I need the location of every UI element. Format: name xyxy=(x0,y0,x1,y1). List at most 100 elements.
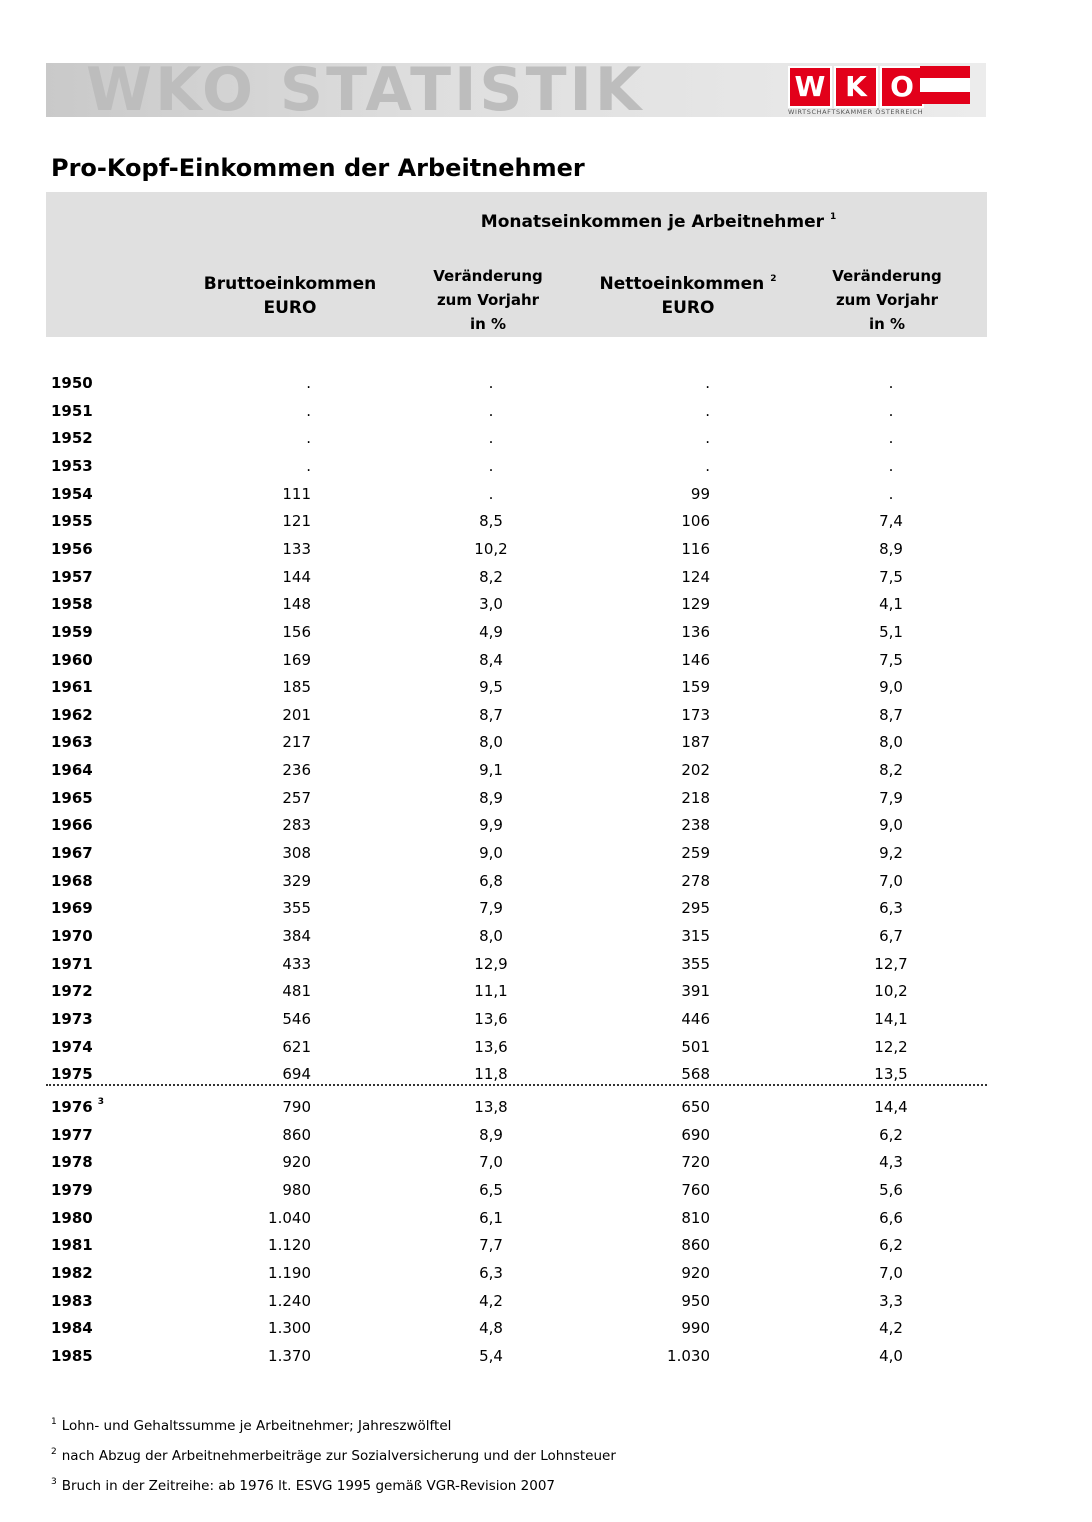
cell-netto-change: 7,9 xyxy=(879,788,903,807)
table-row: 1981 1.120 7,7 860 6,2 xyxy=(46,1232,987,1259)
row-year-label: 1974 xyxy=(51,1037,93,1056)
cell-netto: 295 xyxy=(681,899,710,918)
row-year-label: 1950 xyxy=(51,374,93,392)
cell-brutto-change: 9,0 xyxy=(479,844,503,863)
cell-netto-change: 5,1 xyxy=(879,622,903,641)
logo-letter-o: O xyxy=(880,66,924,108)
cell-brutto-change: 6,5 xyxy=(479,1180,503,1199)
row-year-label: 1983 xyxy=(51,1291,93,1310)
cell-brutto: 1.190 xyxy=(268,1263,311,1282)
cell-netto-change: 4,3 xyxy=(879,1153,903,1172)
cell-netto: 173 xyxy=(681,705,710,724)
table-row: 1951.... xyxy=(46,398,987,425)
table-row: 1950.... xyxy=(46,370,987,397)
row-year: 1962 xyxy=(51,702,93,729)
column-header-brutto-line1: Bruttoeinkommen xyxy=(203,274,377,294)
cell-netto-change: 6,7 xyxy=(879,927,903,945)
cell-netto-change: 7,0 xyxy=(879,871,903,890)
column-header-line: in % xyxy=(868,315,906,333)
row-year-label: 1973 xyxy=(51,1009,93,1028)
column-header-netto-change: Veränderung zum Vorjahr in % xyxy=(827,264,947,336)
row-year: 1963 xyxy=(51,729,93,756)
row-year: 1974 xyxy=(51,1034,93,1061)
column-header-brutto: Bruttoeinkommen EURO xyxy=(200,272,380,320)
cell-brutto-change: 8,0 xyxy=(479,733,503,752)
table-row: 1980 1.040 6,1 810 6,6 xyxy=(46,1205,987,1232)
cell-netto-change: 6,3 xyxy=(879,899,903,918)
wko-logo: W K O WIRTSCHAFTSKAMMER ÖSTERREICH xyxy=(788,63,986,117)
row-year: 1984 xyxy=(51,1315,93,1342)
footnote-text: nach Abzug der Arbeitnehmerbeiträge zur … xyxy=(61,1448,616,1464)
table-row: 1985 1.370 5,4 1.030 4,0 xyxy=(46,1343,987,1370)
cell-netto-change: 6,2 xyxy=(879,1236,903,1255)
table-row: 1954 111. 99. xyxy=(46,481,987,508)
cell-netto: . xyxy=(705,429,710,448)
cell-netto: 259 xyxy=(681,844,710,863)
row-year: 1953 xyxy=(51,453,93,480)
row-year: 1964 xyxy=(51,757,93,784)
cell-netto: 136 xyxy=(681,622,710,641)
cell-brutto-change: 6,8 xyxy=(479,871,503,890)
column-header-line: Veränderung xyxy=(433,267,543,285)
cell-netto-change: 14,1 xyxy=(874,1009,908,1028)
cell-brutto-change: 8,4 xyxy=(479,650,503,669)
cell-brutto-change: 11,1 xyxy=(474,982,508,1001)
footnote-mark: 3 xyxy=(51,1477,57,1487)
cell-brutto: 694 xyxy=(282,1065,311,1084)
cell-brutto: 1.370 xyxy=(268,1346,311,1365)
group-header-label: Monatseinkommen je Arbeitnehmer xyxy=(480,212,825,232)
table-row: 1964 236 9,1 202 8,2 xyxy=(46,757,987,784)
cell-netto-change: 7,0 xyxy=(879,1263,903,1282)
cell-brutto-change: . xyxy=(488,456,494,475)
cell-netto-change: 10,2 xyxy=(874,982,908,1001)
table-row: 1979 980 6,5 760 5,6 xyxy=(46,1177,987,1204)
row-year-label: 1955 xyxy=(51,512,93,531)
cell-netto-change: 3,3 xyxy=(879,1291,903,1310)
cell-netto-change: 9,2 xyxy=(879,844,903,863)
table-row: 1983 1.240 4,2 950 3,3 xyxy=(46,1288,987,1315)
column-header-line: Veränderung xyxy=(832,267,942,285)
cell-netto-change: . xyxy=(888,374,894,392)
cell-netto: 238 xyxy=(681,816,710,835)
cell-brutto-change: 4,8 xyxy=(479,1319,503,1338)
cell-netto: 159 xyxy=(681,678,710,697)
cell-netto: 990 xyxy=(681,1319,710,1338)
cell-netto: 391 xyxy=(681,982,710,1001)
cell-netto-change: 4,2 xyxy=(879,1319,903,1338)
table-row: 1952.... xyxy=(46,425,987,452)
cell-netto: 650 xyxy=(681,1098,710,1116)
cell-brutto-change: 7,0 xyxy=(479,1153,503,1172)
row-year-label: 1957 xyxy=(51,567,93,586)
row-year: 1954 xyxy=(51,481,93,508)
cell-netto: 446 xyxy=(681,1009,710,1028)
cell-brutto-change: 8,9 xyxy=(479,788,503,807)
row-year: 1952 xyxy=(51,425,93,452)
row-year: 1969 xyxy=(51,895,93,922)
row-year-label: 1965 xyxy=(51,788,93,807)
row-year-label: 1978 xyxy=(51,1153,93,1172)
cell-brutto-change: . xyxy=(488,401,494,420)
row-year: 1960 xyxy=(51,647,93,674)
cell-netto: 218 xyxy=(681,788,710,807)
cell-brutto: 133 xyxy=(282,539,311,558)
row-year: 1981 xyxy=(51,1232,93,1259)
row-year: 1975 xyxy=(51,1061,93,1088)
table-row: 1968 329 6,8 278 7,0 xyxy=(46,868,987,895)
row-year-label: 1967 xyxy=(51,844,93,863)
cell-netto-change: 8,0 xyxy=(879,733,903,752)
cell-brutto: 144 xyxy=(282,567,311,586)
cell-netto: 106 xyxy=(681,512,710,531)
cell-netto: 187 xyxy=(681,733,710,752)
logo-subtitle: WIRTSCHAFTSKAMMER ÖSTERREICH xyxy=(788,108,924,116)
column-header-line: in % xyxy=(469,315,507,333)
cell-brutto: 621 xyxy=(282,1037,311,1056)
cell-netto: 501 xyxy=(681,1037,710,1056)
row-year-label: 1958 xyxy=(51,595,93,614)
row-year-label: 1959 xyxy=(51,622,93,641)
cell-netto: . xyxy=(705,456,710,475)
row-year-label: 1953 xyxy=(51,456,93,475)
row-year-label: 1963 xyxy=(51,733,93,752)
cell-brutto-change: 4,2 xyxy=(479,1291,503,1310)
cell-brutto-change: 13,8 xyxy=(474,1098,508,1116)
cell-netto-change: . xyxy=(888,484,894,503)
